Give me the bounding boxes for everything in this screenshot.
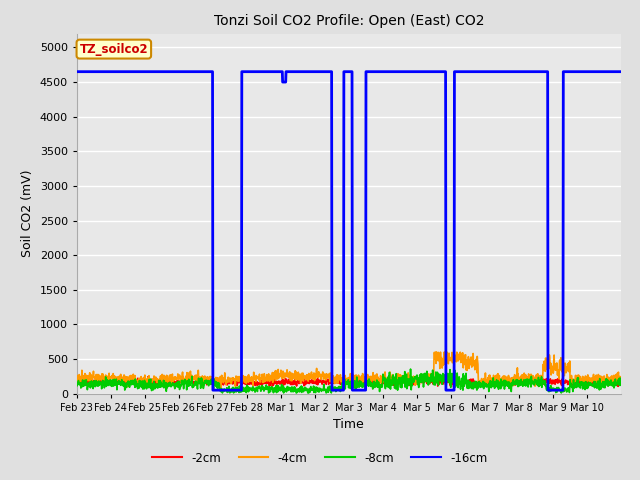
Title: Tonzi Soil CO2 Profile: Open (East) CO2: Tonzi Soil CO2 Profile: Open (East) CO2	[214, 14, 484, 28]
Text: TZ_soilco2: TZ_soilco2	[79, 43, 148, 56]
Legend: -2cm, -4cm, -8cm, -16cm: -2cm, -4cm, -8cm, -16cm	[148, 447, 492, 469]
X-axis label: Time: Time	[333, 418, 364, 431]
Y-axis label: Soil CO2 (mV): Soil CO2 (mV)	[21, 170, 34, 257]
